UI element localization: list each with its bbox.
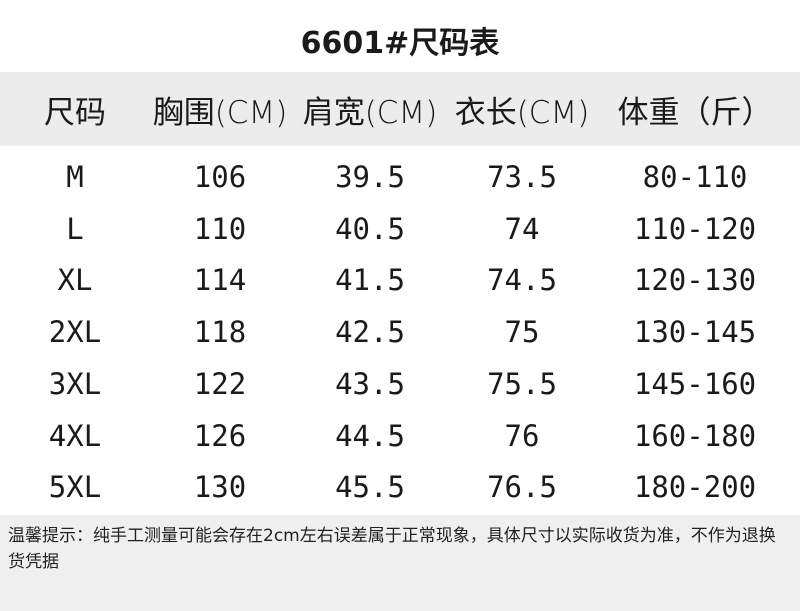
table-header: 尺码 胸围(CM) 肩宽(CM) 衣长(CM) 体重（斤） bbox=[0, 72, 800, 146]
cell-length: 75.5 bbox=[487, 366, 557, 401]
cell-weight: 110-120 bbox=[633, 211, 757, 246]
cell-chest: 122 bbox=[193, 366, 247, 401]
cell-chest: 110 bbox=[193, 211, 247, 246]
table-row: 4XL 126 44.5 76 160-180 bbox=[0, 410, 800, 462]
header-size: 尺码 bbox=[44, 94, 106, 131]
cell-chest: 114 bbox=[193, 263, 247, 298]
cell-weight: 145-160 bbox=[633, 366, 757, 401]
cell-size: 5XL bbox=[48, 470, 102, 505]
cell-chest: 118 bbox=[193, 315, 247, 350]
cell-weight: 160-180 bbox=[633, 418, 757, 453]
cell-chest: 106 bbox=[193, 160, 247, 194]
header-shoulder: 肩宽(CM) bbox=[302, 94, 438, 131]
header-weight: 体重（斤） bbox=[617, 94, 773, 131]
cell-size: 2XL bbox=[48, 315, 102, 350]
cell-shoulder: 45.5 bbox=[335, 470, 405, 505]
cell-size: 4XL bbox=[48, 418, 102, 453]
cell-length: 76 bbox=[504, 418, 540, 453]
page-title: 6601#尺码表 bbox=[300, 26, 500, 61]
cell-weight: 120-130 bbox=[633, 263, 757, 298]
cell-length: 74 bbox=[504, 211, 540, 246]
cell-size: XL bbox=[57, 263, 93, 298]
cell-shoulder: 39.5 bbox=[335, 160, 405, 194]
table-row: 3XL 122 43.5 75.5 145-160 bbox=[0, 358, 800, 410]
cell-weight: 130-145 bbox=[633, 315, 757, 350]
cell-size: 3XL bbox=[48, 366, 102, 401]
footer-note: 温馨提示：纯手工测量可能会存在2cm左右误差属于正常现象，具体尺寸以实际收货为准… bbox=[8, 526, 776, 572]
footer-note-area: 温馨提示：纯手工测量可能会存在2cm左右误差属于正常现象，具体尺寸以实际收货为准… bbox=[0, 515, 800, 611]
cell-weight: 80-110 bbox=[642, 160, 748, 194]
table-row: M 106 39.5 73.5 80-110 bbox=[0, 151, 800, 203]
table-row: L 110 40.5 74 110-120 bbox=[0, 203, 800, 255]
cell-length: 75 bbox=[504, 315, 540, 350]
cell-shoulder: 41.5 bbox=[335, 263, 405, 298]
cell-shoulder: 43.5 bbox=[335, 366, 405, 401]
cell-length: 76.5 bbox=[487, 470, 557, 505]
cell-size: L bbox=[66, 211, 84, 246]
cell-chest: 126 bbox=[193, 418, 247, 453]
cell-shoulder: 40.5 bbox=[335, 211, 405, 246]
table-row: XL 114 41.5 74.5 120-130 bbox=[0, 254, 800, 306]
cell-length: 74.5 bbox=[487, 263, 557, 298]
table-row: 2XL 118 42.5 75 130-145 bbox=[0, 306, 800, 358]
cell-size: M bbox=[66, 160, 84, 194]
header-chest: 胸围(CM) bbox=[152, 94, 288, 131]
cell-weight: 180-200 bbox=[633, 470, 757, 505]
cell-length: 73.5 bbox=[487, 160, 557, 194]
table-row: 5XL 130 45.5 76.5 180-200 bbox=[0, 461, 800, 513]
cell-shoulder: 44.5 bbox=[335, 418, 405, 453]
header-length: 衣长(CM) bbox=[454, 94, 590, 131]
cell-shoulder: 42.5 bbox=[335, 315, 405, 350]
cell-chest: 130 bbox=[193, 470, 247, 505]
